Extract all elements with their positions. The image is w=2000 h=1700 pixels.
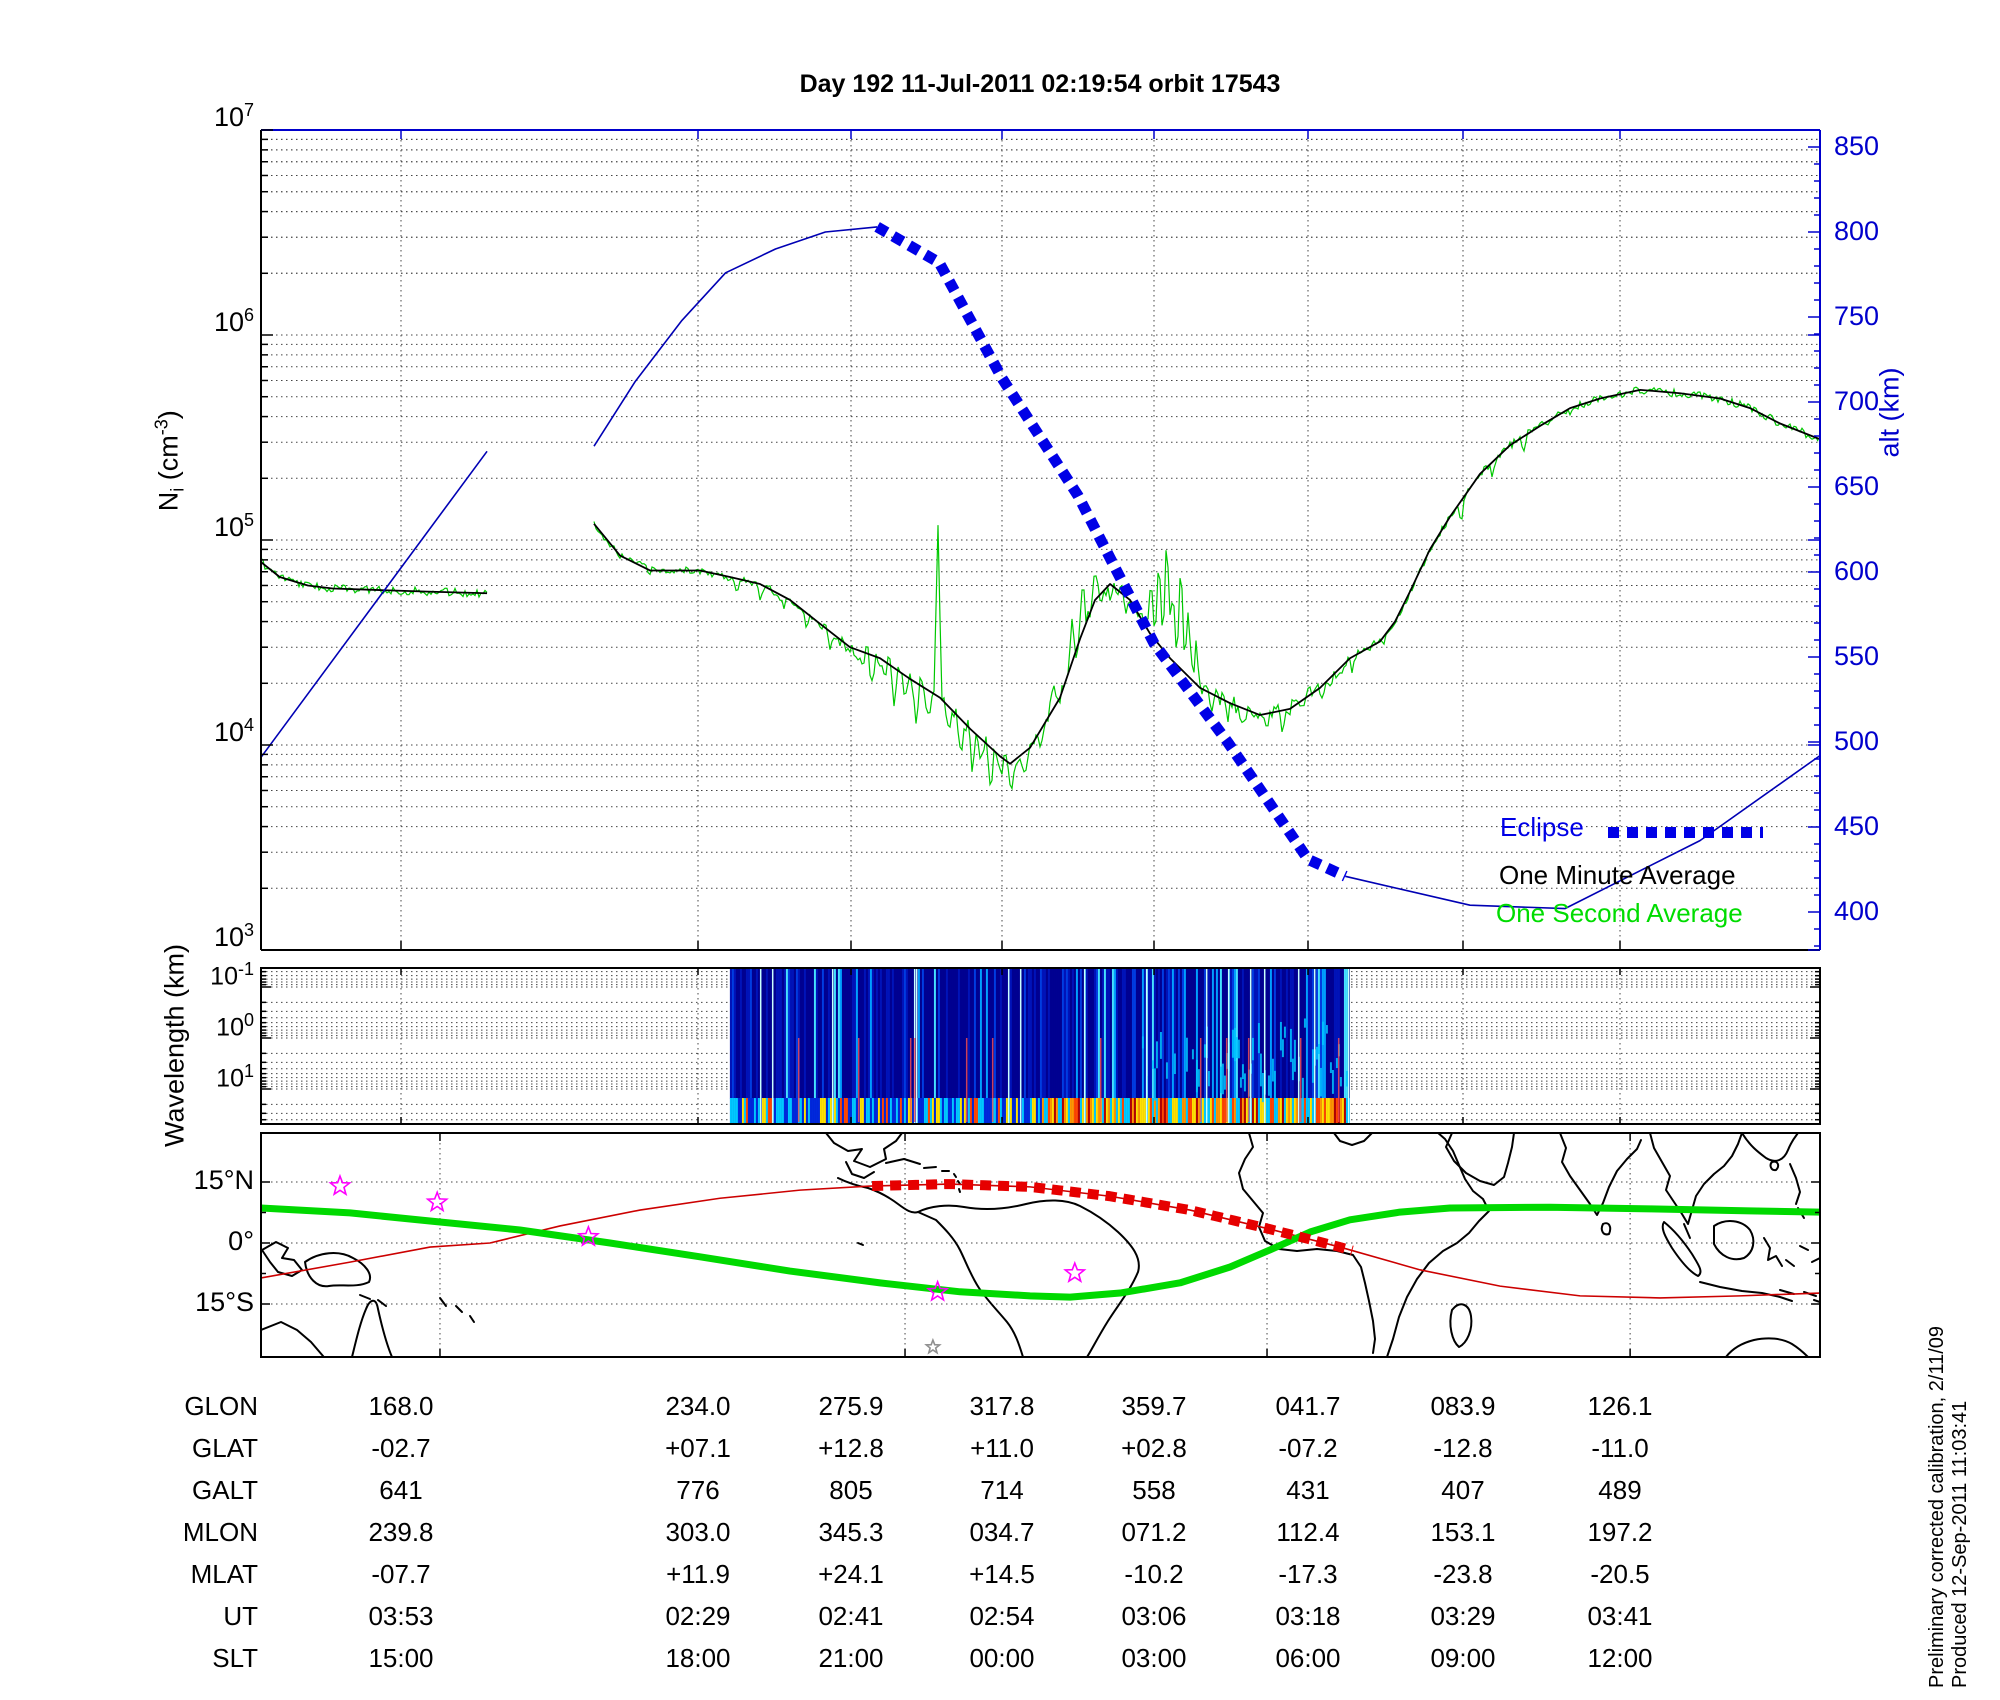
table-GLAT-col3: +12.8: [818, 1433, 884, 1463]
table-row-label-GALT: GALT: [192, 1475, 258, 1505]
table-MLON-col6: 112.4: [1276, 1517, 1340, 1547]
footer-line2: Produced 12-Sep-2011 11:03:41: [1949, 1400, 1971, 1688]
table-GLAT-col6: -07.2: [1278, 1433, 1338, 1463]
table-SLT-col5: 03:00: [1121, 1643, 1187, 1673]
table-row-label-GLAT: GLAT: [192, 1433, 258, 1463]
table-UT-col5: 03:06: [1121, 1601, 1187, 1631]
density-tick-10e5: 105: [213, 510, 254, 542]
wavelength-tick-10e1: 101: [216, 1061, 254, 1093]
wavelength-tick-10e0: 100: [216, 1010, 254, 1042]
footer-annotation: Preliminary corrected calibration, 2/11/…: [1926, 1326, 1972, 1688]
density-tick-10e6: 106: [213, 305, 254, 337]
table-SLT-col8: 12:00: [1587, 1643, 1653, 1673]
table-MLAT-col8: -20.5: [1590, 1559, 1650, 1589]
table-GALT-col8: 489: [1598, 1475, 1642, 1505]
table-MLON-col3: 345.3: [818, 1517, 884, 1547]
table-UT-col1: 03:53: [368, 1601, 434, 1631]
table-GALT-col7: 407: [1441, 1475, 1485, 1505]
alt-tick-600: 600: [1834, 556, 1880, 586]
table-GLAT-col5: +02.8: [1121, 1433, 1187, 1463]
table-SLT-col6: 06:00: [1275, 1643, 1341, 1673]
table-UT-col3: 02:41: [818, 1601, 884, 1631]
alt-tick-650: 650: [1834, 471, 1880, 501]
table-MLAT-col3: +24.1: [818, 1559, 884, 1589]
table-MLAT-col7: -23.8: [1433, 1559, 1493, 1589]
lat-label-15: 15°N: [193, 1164, 254, 1195]
legend-one-second-label: One Second Average: [1496, 898, 1743, 928]
lat-label--15: 15°S: [195, 1287, 254, 1317]
legend-eclipse-dash-sample: [1608, 827, 1763, 838]
table-GLAT-col1: -02.7: [371, 1433, 431, 1463]
table-row-label-UT: UT: [223, 1601, 258, 1631]
table-MLON-col2: 303.0: [665, 1517, 731, 1547]
density-tick-10e7: 107: [213, 100, 254, 132]
alt-tick-800: 800: [1834, 216, 1880, 246]
table-row-label-MLON: MLON: [182, 1517, 258, 1547]
table-SLT-col2: 18:00: [665, 1643, 731, 1673]
table-GLON-col5: 359.7: [1121, 1391, 1187, 1421]
table-GALT-col5: 558: [1132, 1475, 1176, 1505]
table-GLON-col4: 317.8: [969, 1391, 1035, 1421]
table-GLON-col7: 083.9: [1430, 1391, 1496, 1421]
table-row-label-SLT: SLT: [212, 1643, 258, 1673]
table-MLAT-col2: +11.9: [666, 1559, 730, 1589]
table-SLT-col7: 09:00: [1430, 1643, 1496, 1673]
table-GALT-col6: 431: [1286, 1475, 1330, 1505]
table-SLT-col1: 15:00: [368, 1643, 434, 1673]
table-UT-col2: 02:29: [665, 1601, 731, 1631]
table-GLAT-col7: -12.8: [1433, 1433, 1493, 1463]
wavelength-tick-10e-1: 10-1: [210, 959, 254, 991]
table-MLON-col8: 197.2: [1587, 1517, 1653, 1547]
table-row-label-GLON: GLON: [184, 1391, 258, 1421]
table-MLAT-col6: -17.3: [1278, 1559, 1338, 1589]
table-GLON-col1: 168.0: [368, 1391, 434, 1421]
table-MLON-col7: 153.1: [1430, 1517, 1496, 1547]
table-GALT-col2: 776: [676, 1475, 720, 1505]
table-MLAT-col1: -07.7: [371, 1559, 431, 1589]
table-UT-col7: 03:29: [1430, 1601, 1496, 1631]
alt-tick-850: 850: [1834, 131, 1880, 161]
table-GLON-col2: 234.0: [665, 1391, 731, 1421]
table-SLT-col3: 21:00: [818, 1643, 884, 1673]
table-GLON-col8: 126.1: [1587, 1391, 1653, 1421]
table-UT-col6: 03:18: [1275, 1601, 1341, 1631]
table-GALT-col4: 714: [980, 1475, 1024, 1505]
alt-tick-500: 500: [1834, 726, 1880, 756]
table-GLAT-col8: -11.0: [1591, 1433, 1649, 1463]
table-MLON-col4: 034.7: [969, 1517, 1035, 1547]
table-MLON-col1: 239.8: [368, 1517, 434, 1547]
table-GLON-col6: 041.7: [1275, 1391, 1341, 1421]
density-tick-10e3: 103: [213, 920, 254, 952]
table-row-label-MLAT: MLAT: [190, 1559, 258, 1589]
alt-tick-750: 750: [1834, 301, 1880, 331]
table-MLON-col5: 071.2: [1121, 1517, 1187, 1547]
alt-tick-450: 450: [1834, 811, 1880, 841]
table-MLAT-col5: -10.2: [1124, 1559, 1184, 1589]
alt-axis-label: alt (km): [1874, 367, 1905, 458]
table-UT-col4: 02:54: [969, 1601, 1035, 1631]
page-title: Day 192 11-Jul-2011 02:19:54 orbit 17543: [799, 70, 1281, 98]
table-GALT-col3: 805: [829, 1475, 873, 1505]
alt-tick-550: 550: [1834, 641, 1880, 671]
legend-eclipse-label: Eclipse: [1500, 812, 1584, 842]
alt-tick-400: 400: [1834, 896, 1880, 926]
density-tick-10e4: 104: [213, 715, 254, 747]
table-SLT-col4: 00:00: [969, 1643, 1035, 1673]
table-GLON-col3: 275.9: [818, 1391, 884, 1421]
footer-line1: Preliminary corrected calibration, 2/11/…: [1926, 1325, 1948, 1688]
table-MLAT-col4: +14.5: [969, 1559, 1035, 1589]
table-GALT-col1: 641: [379, 1475, 423, 1505]
table-GLAT-col2: +07.1: [665, 1433, 731, 1463]
alt-tick-700: 700: [1834, 386, 1880, 416]
table-UT-col8: 03:41: [1587, 1601, 1653, 1631]
legend-one-minute-label: One Minute Average: [1499, 860, 1736, 890]
lat-label-0: 0°: [228, 1226, 254, 1256]
table-GLAT-col4: +11.0: [970, 1433, 1034, 1463]
